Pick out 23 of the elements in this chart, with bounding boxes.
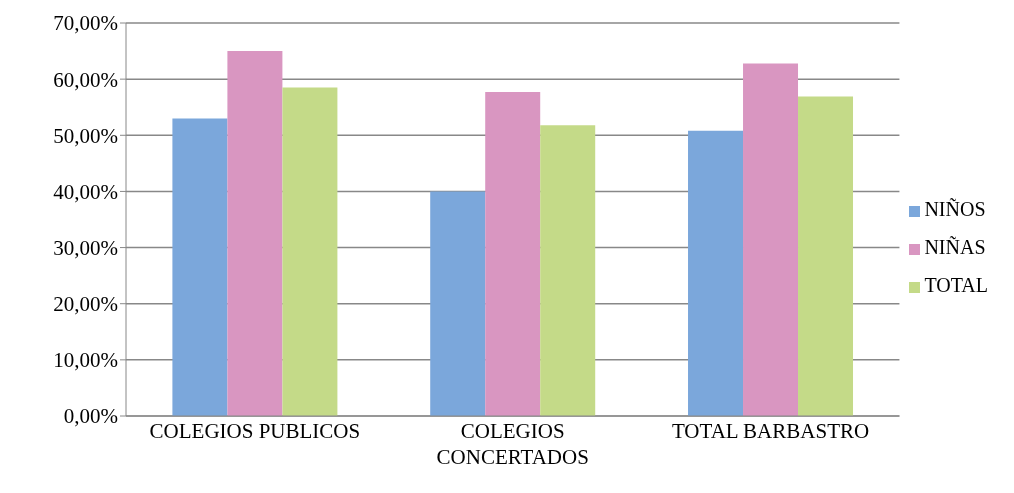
y-tick-label: 0,00% (63, 404, 118, 429)
x-tick-label: COLEGIOS CONCERTADOS (436, 419, 589, 469)
y-tick-label: 20,00% (53, 292, 118, 317)
y-tick-label: 60,00% (53, 67, 118, 92)
y-tick-label: 30,00% (53, 236, 118, 261)
y-tick-label: 50,00% (53, 123, 118, 148)
bar (282, 87, 338, 416)
y-tick-label: 40,00% (53, 179, 118, 204)
bar (172, 118, 228, 416)
bar (743, 63, 799, 416)
bar (688, 130, 744, 416)
y-tick-label: 10,00% (53, 348, 118, 373)
bar (227, 51, 283, 416)
bar (798, 96, 854, 416)
bar (540, 125, 596, 416)
bar (430, 191, 486, 416)
legend-label: TOTAL (924, 274, 988, 296)
bar (485, 92, 541, 416)
x-tick-label: COLEGIOS PUBLICOS (149, 419, 361, 443)
y-tick-label: 70,00% (53, 11, 118, 36)
x-tick-label: TOTAL BARBASTRO (671, 419, 870, 443)
legend-label: NIÑOS (924, 198, 986, 220)
legend-label: NIÑAS (924, 236, 986, 258)
